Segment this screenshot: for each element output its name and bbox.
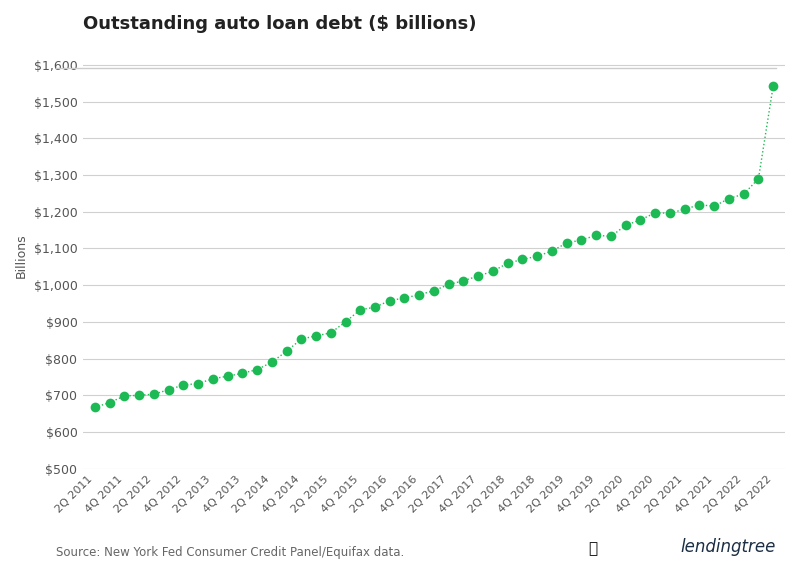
Text: Outstanding auto loan debt ($ billions): Outstanding auto loan debt ($ billions): [83, 15, 477, 33]
Text: 🌿: 🌿: [588, 541, 597, 556]
Text: lendingtree: lendingtree: [681, 538, 776, 556]
Y-axis label: Billions: Billions: [15, 234, 28, 278]
Text: Source: New York Fed Consumer Credit Panel/Equifax data.: Source: New York Fed Consumer Credit Pan…: [56, 545, 404, 559]
